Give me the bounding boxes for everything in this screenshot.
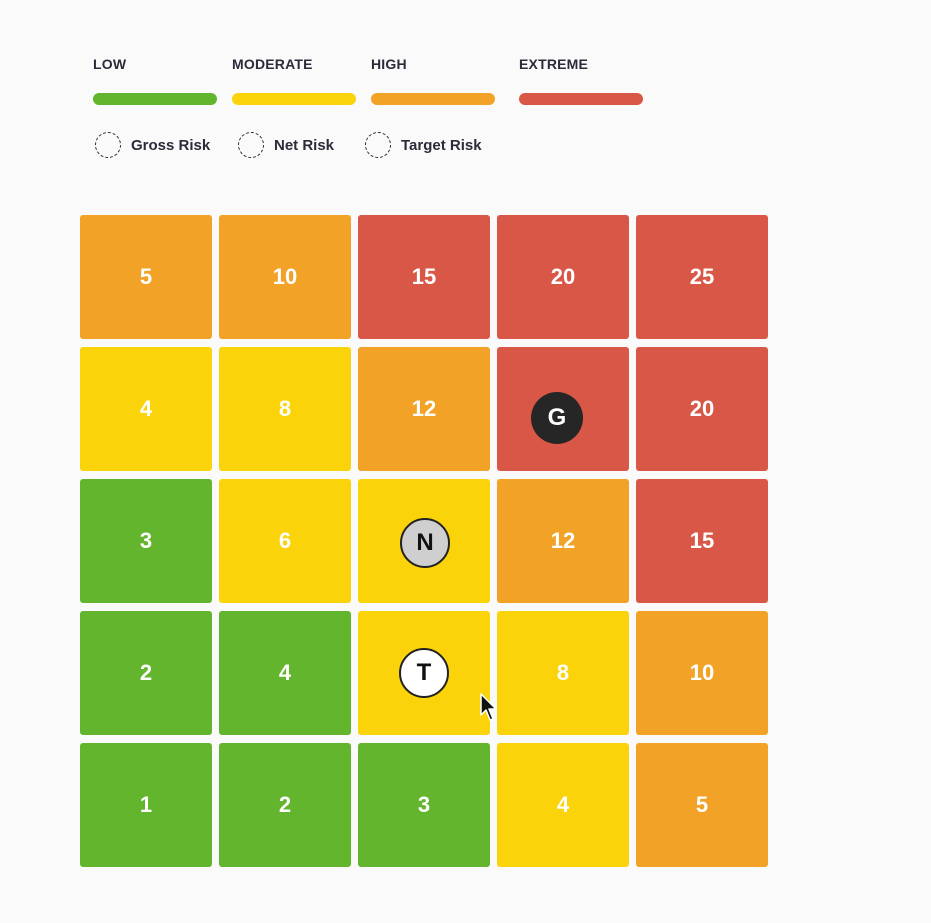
matrix-cell[interactable]: 1: [80, 743, 212, 867]
matrix-cell[interactable]: 12: [497, 479, 629, 603]
cell-score: 5: [695, 792, 709, 817]
legend-color-bar: [371, 93, 495, 105]
cell-score: 12: [550, 528, 576, 553]
legend-color-bar: [232, 93, 356, 105]
matrix-cell[interactable]: 6: [219, 479, 351, 603]
dashed-circle-icon: [95, 132, 121, 158]
matrix-cell[interactable]: 15: [358, 215, 490, 339]
risk-matrix-grid: 5 10 15 20 25 4 8 12 G 20 3 6 N 12 15 2 …: [80, 215, 768, 867]
legend-marker-label: Net Risk: [274, 136, 335, 154]
matrix-cell[interactable]: 4: [80, 347, 212, 471]
matrix-cell[interactable]: 25: [636, 215, 768, 339]
cell-score: 2: [139, 660, 153, 685]
cell-score: 5: [139, 264, 153, 289]
matrix-cell[interactable]: 20: [636, 347, 768, 471]
cell-score: 8: [556, 660, 570, 685]
matrix-cell[interactable]: 3: [80, 479, 212, 603]
matrix-cell[interactable]: 8: [497, 611, 629, 735]
legend-marker-label: Target Risk: [401, 136, 482, 154]
net-risk-pin[interactable]: N: [400, 518, 450, 568]
matrix-cell[interactable]: 2: [80, 611, 212, 735]
matrix-cell[interactable]: N: [358, 479, 490, 603]
dashed-circle-icon: [365, 132, 391, 158]
cell-score: 12: [411, 396, 437, 421]
cell-score: 15: [411, 264, 437, 289]
matrix-cell[interactable]: T: [358, 611, 490, 735]
matrix-cell[interactable]: G: [497, 347, 629, 471]
matrix-cell[interactable]: 3: [358, 743, 490, 867]
cell-score: 25: [689, 264, 715, 289]
matrix-cell[interactable]: 5: [636, 743, 768, 867]
risk-level-legend: LOW MODERATE HIGH EXTREME: [93, 54, 653, 114]
cell-score: 4: [139, 396, 153, 421]
legend-marker-target-risk: Target Risk: [365, 130, 482, 160]
matrix-cell[interactable]: 15: [636, 479, 768, 603]
legend-color-bar: [93, 93, 217, 105]
legend-level-low: LOW: [93, 54, 217, 105]
matrix-cell[interactable]: 2: [219, 743, 351, 867]
matrix-cell[interactable]: 10: [219, 215, 351, 339]
legend-level-label: LOW: [93, 56, 127, 72]
cell-score: 4: [556, 792, 570, 817]
legend-marker-label: Gross Risk: [131, 136, 211, 154]
cell-score: 3: [139, 528, 153, 553]
cell-score: 8: [278, 396, 292, 421]
matrix-cell[interactable]: 10: [636, 611, 768, 735]
mouse-pointer-icon: [480, 693, 497, 721]
matrix-cell[interactable]: 5: [80, 215, 212, 339]
legend-color-bar: [519, 93, 643, 105]
cell-score: 10: [689, 660, 715, 685]
legend-level-label: HIGH: [371, 56, 407, 72]
legend-level-extreme: EXTREME: [519, 54, 643, 105]
matrix-cell[interactable]: 4: [497, 743, 629, 867]
cell-score: 6: [278, 528, 292, 553]
cell-score: 20: [550, 264, 576, 289]
matrix-cell[interactable]: 8: [219, 347, 351, 471]
legend-level-label: MODERATE: [232, 56, 313, 72]
cell-score: 4: [278, 660, 292, 685]
legend-level-label: EXTREME: [519, 56, 589, 72]
cell-score: 10: [272, 264, 298, 289]
legend-marker-net-risk: Net Risk: [238, 130, 334, 160]
dashed-circle-icon: [238, 132, 264, 158]
cell-score: 1: [139, 792, 153, 817]
legend-level-high: HIGH: [371, 54, 495, 105]
gross-risk-pin[interactable]: G: [531, 392, 583, 444]
cell-score: 3: [417, 792, 431, 817]
legend-level-moderate: MODERATE: [232, 54, 356, 105]
cell-score: 15: [689, 528, 715, 553]
matrix-cell[interactable]: 20: [497, 215, 629, 339]
legend-marker-gross-risk: Gross Risk: [95, 130, 210, 160]
cell-score: 20: [689, 396, 715, 421]
matrix-cell[interactable]: 12: [358, 347, 490, 471]
matrix-cell[interactable]: 4: [219, 611, 351, 735]
cell-score: 2: [278, 792, 292, 817]
target-risk-pin[interactable]: T: [399, 648, 449, 698]
